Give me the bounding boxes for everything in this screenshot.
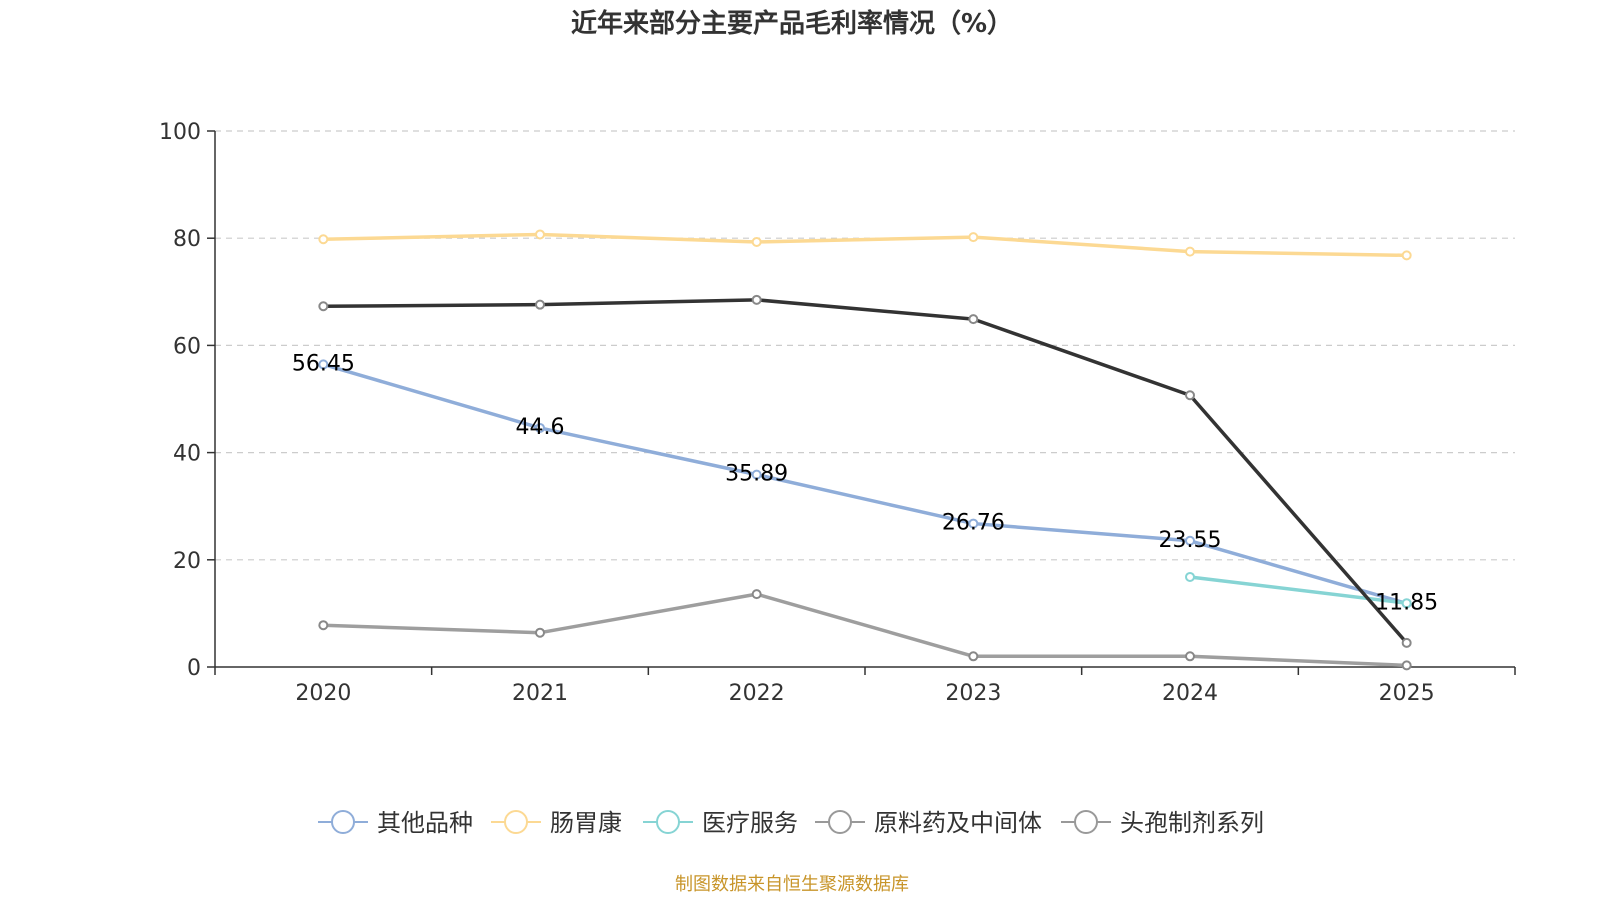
data-point xyxy=(535,229,545,240)
chart-title: 近年来部分主要产品毛利率情况（%） xyxy=(571,8,1013,39)
data-point xyxy=(968,232,979,243)
data-point xyxy=(1185,535,1195,546)
x-tick-label: 2023 xyxy=(945,681,1001,706)
y-tick-label: 0 xyxy=(187,656,201,681)
data-label: 35.89 xyxy=(725,462,788,487)
x-tick-label: 2020 xyxy=(295,681,351,706)
legend-swatch-marker xyxy=(1074,810,1098,834)
axes: 0 20 40 60 80 100 2020 2021 2022 2023 2024 2025 xyxy=(159,120,1516,706)
data-point xyxy=(535,627,545,638)
series-line xyxy=(321,298,1409,645)
x-tick-label: 2022 xyxy=(729,681,785,706)
data-point xyxy=(751,236,762,247)
data-label: 44.6 xyxy=(516,415,565,440)
y-tick-label: 20 xyxy=(173,549,201,574)
data-point xyxy=(751,469,762,480)
data-point xyxy=(1185,246,1195,257)
data-point xyxy=(968,314,979,325)
legend-label: 头孢制剂系列 xyxy=(1120,809,1264,837)
legend-swatch-marker xyxy=(504,810,528,834)
data-point xyxy=(1185,571,1195,582)
data-point xyxy=(535,299,545,310)
legend-label: 医疗服务 xyxy=(702,809,798,837)
legend-swatch-marker xyxy=(331,810,355,834)
y-tick-label: 40 xyxy=(173,442,201,467)
y-tick-label: 80 xyxy=(173,227,201,252)
legend-swatch-marker xyxy=(828,810,852,834)
data-label: 23.55 xyxy=(1159,528,1222,553)
x-tick-label: 2021 xyxy=(512,681,568,706)
legend[interactable]: 其他品种 肠胃康 医疗服务 原料药及中间体 头孢制剂系列 xyxy=(318,809,1264,837)
data-point xyxy=(751,589,762,600)
legend-swatch-marker xyxy=(656,810,680,834)
data-point xyxy=(1401,598,1412,609)
series-lines xyxy=(318,229,1412,671)
data-point xyxy=(1401,660,1412,671)
series-line xyxy=(321,362,1409,606)
data-label: 56.45 xyxy=(292,351,355,376)
source-note: 制图数据来自恒生聚源数据库 xyxy=(675,874,909,895)
data-point xyxy=(968,518,979,529)
data-point xyxy=(1185,390,1195,401)
data-point xyxy=(751,294,762,305)
y-tick-label: 100 xyxy=(159,120,201,145)
legend-label: 其他品种 xyxy=(377,809,473,837)
data-point xyxy=(318,359,329,370)
data-point xyxy=(318,620,329,631)
series-line xyxy=(1188,575,1409,605)
legend-label: 原料药及中间体 xyxy=(874,809,1042,837)
data-point xyxy=(968,651,979,662)
data-point xyxy=(318,234,329,245)
data-point xyxy=(535,422,545,433)
data-point xyxy=(318,301,329,312)
x-tick-label: 2024 xyxy=(1162,681,1218,706)
data-label: 26.76 xyxy=(942,511,1005,536)
data-label: 11.85 xyxy=(1375,590,1438,615)
series-line xyxy=(321,232,1409,258)
grid-lines xyxy=(215,130,1515,561)
data-point xyxy=(1185,651,1195,662)
data-point xyxy=(1401,637,1412,648)
legend-label: 肠胃康 xyxy=(550,809,622,837)
x-tick-label: 2025 xyxy=(1379,681,1435,706)
series-line xyxy=(321,592,1409,668)
y-tick-label: 60 xyxy=(173,334,201,359)
data-point xyxy=(1401,250,1412,261)
data-labels: 56.45 44.6 35.89 26.76 23.55 11.85 xyxy=(292,351,1438,615)
